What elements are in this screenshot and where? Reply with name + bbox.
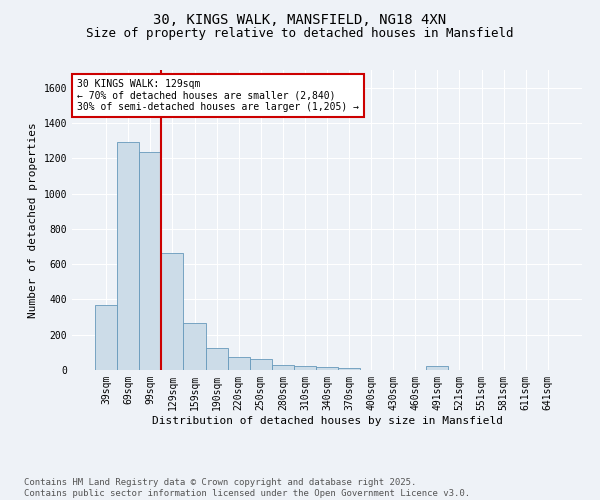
Bar xyxy=(184,323,206,370)
Bar xyxy=(139,152,161,370)
Y-axis label: Number of detached properties: Number of detached properties xyxy=(28,122,38,318)
Bar xyxy=(250,358,272,370)
Bar xyxy=(272,364,294,370)
Text: 30 KINGS WALK: 129sqm
← 70% of detached houses are smaller (2,840)
30% of semi-d: 30 KINGS WALK: 129sqm ← 70% of detached … xyxy=(77,79,359,112)
Bar xyxy=(427,366,448,370)
Text: Contains HM Land Registry data © Crown copyright and database right 2025.
Contai: Contains HM Land Registry data © Crown c… xyxy=(24,478,470,498)
Bar xyxy=(316,368,338,370)
Bar xyxy=(227,357,250,370)
Text: 30, KINGS WALK, MANSFIELD, NG18 4XN: 30, KINGS WALK, MANSFIELD, NG18 4XN xyxy=(154,12,446,26)
Bar xyxy=(206,348,227,370)
Bar xyxy=(161,252,184,370)
Bar xyxy=(95,304,117,370)
Bar xyxy=(117,142,139,370)
Bar xyxy=(294,366,316,370)
Bar xyxy=(338,368,360,370)
Text: Size of property relative to detached houses in Mansfield: Size of property relative to detached ho… xyxy=(86,28,514,40)
X-axis label: Distribution of detached houses by size in Mansfield: Distribution of detached houses by size … xyxy=(151,416,503,426)
